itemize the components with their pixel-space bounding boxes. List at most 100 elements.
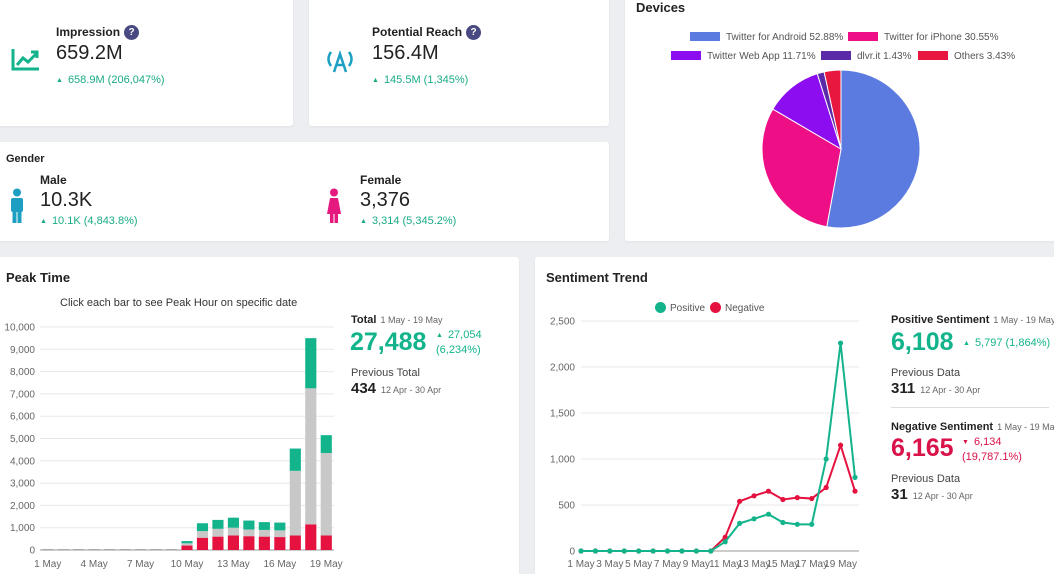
data-point[interactable] bbox=[708, 548, 714, 554]
total-change: 27,054 bbox=[447, 329, 482, 341]
data-point[interactable] bbox=[765, 511, 772, 517]
legend-swatch bbox=[821, 51, 851, 60]
data-point[interactable] bbox=[621, 548, 627, 554]
bar-segment[interactable] bbox=[196, 537, 209, 550]
data-point[interactable] bbox=[837, 442, 844, 448]
x-tick-label: 7 May bbox=[654, 559, 681, 570]
pie-slice[interactable] bbox=[761, 108, 842, 228]
previous-total-value: 434 bbox=[351, 380, 377, 397]
bar-segment[interactable] bbox=[258, 529, 270, 537]
legend-label: Twitter for iPhone 30.55% bbox=[884, 32, 999, 43]
help-icon[interactable]: ? bbox=[124, 25, 140, 40]
data-point[interactable] bbox=[578, 548, 584, 554]
devices-legend-item[interactable]: Twitter Web App 11.71% bbox=[671, 51, 816, 62]
bar-segment[interactable] bbox=[243, 520, 255, 530]
bar-segment[interactable] bbox=[181, 543, 193, 546]
bar-segment[interactable] bbox=[320, 535, 332, 550]
negative-sentiment-value: 6,165 bbox=[891, 434, 954, 462]
x-tick-label: 1 May bbox=[567, 559, 594, 570]
data-point[interactable] bbox=[592, 548, 599, 554]
data-point[interactable] bbox=[693, 548, 699, 554]
bar-segment[interactable] bbox=[320, 435, 332, 453]
bar-segment[interactable] bbox=[274, 522, 286, 531]
data-point[interactable] bbox=[794, 495, 800, 501]
data-point[interactable] bbox=[679, 548, 685, 554]
female-value: 3,376 bbox=[360, 189, 411, 211]
bar-segment[interactable] bbox=[212, 536, 224, 550]
devices-pie-chart[interactable] bbox=[760, 68, 922, 230]
legend-label: Others 3.43% bbox=[954, 51, 1016, 62]
legend-swatch bbox=[918, 51, 948, 60]
data-point[interactable] bbox=[852, 488, 858, 494]
data-point[interactable] bbox=[809, 521, 815, 527]
bar-segment[interactable] bbox=[181, 545, 193, 550]
up-arrow-icon: ▲ bbox=[372, 77, 379, 84]
data-point[interactable] bbox=[664, 548, 671, 554]
devices-legend-item[interactable]: Others 3.43% bbox=[918, 51, 1015, 62]
legend-negative[interactable]: Negative bbox=[710, 302, 764, 314]
data-point[interactable] bbox=[737, 498, 743, 504]
x-tick-label: 10 May bbox=[171, 559, 204, 570]
data-point[interactable] bbox=[722, 539, 728, 545]
x-tick-label: 1 May bbox=[34, 559, 61, 570]
data-point[interactable] bbox=[837, 340, 844, 346]
data-point[interactable] bbox=[751, 516, 757, 522]
y-tick-label: 3,000 bbox=[10, 479, 35, 490]
legend-positive[interactable]: Positive bbox=[655, 302, 705, 314]
bar-segment[interactable] bbox=[243, 536, 255, 550]
bar-segment[interactable] bbox=[196, 523, 209, 532]
data-point[interactable] bbox=[823, 484, 829, 491]
data-point[interactable] bbox=[780, 496, 786, 503]
x-tick-label: 9 May bbox=[683, 559, 710, 570]
data-point[interactable] bbox=[751, 493, 757, 499]
bar-segment[interactable] bbox=[289, 448, 301, 471]
bar-segment[interactable] bbox=[274, 530, 286, 538]
devices-legend-item[interactable]: dlvr.it 1.43% bbox=[821, 51, 911, 62]
data-point[interactable] bbox=[650, 548, 656, 554]
bar-segment[interactable] bbox=[212, 528, 224, 537]
bar-segment[interactable] bbox=[274, 537, 286, 550]
peak-time-title: Peak Time bbox=[6, 270, 71, 285]
data-point[interactable] bbox=[852, 474, 858, 480]
bar-segment[interactable] bbox=[289, 470, 301, 536]
pie-slice[interactable] bbox=[826, 69, 921, 229]
data-point[interactable] bbox=[737, 520, 743, 526]
sentiment-line-chart[interactable]: 0 500 1,000 1,500 2,000 2,500 1 May 3 May 5 May 7… bbox=[535, 315, 880, 574]
help-icon[interactable]: ? bbox=[466, 25, 482, 40]
reach-card: Potential Reach? 156.4M ▲ 145.5M (1,345%) bbox=[309, 0, 609, 126]
data-point[interactable] bbox=[823, 456, 829, 462]
bar-segment[interactable] bbox=[289, 535, 301, 550]
y-tick-label: 0 bbox=[29, 546, 35, 557]
gender-title: Gender bbox=[6, 153, 45, 165]
bar-segment[interactable] bbox=[243, 529, 255, 537]
bar-segment[interactable] bbox=[227, 535, 239, 550]
bar-segment[interactable] bbox=[258, 522, 270, 530]
devices-legend-item[interactable]: Twitter for Android 52.88% bbox=[690, 32, 843, 43]
bar-segment[interactable] bbox=[181, 541, 193, 544]
data-point[interactable] bbox=[636, 548, 642, 554]
data-point[interactable] bbox=[794, 521, 800, 527]
bar-segment[interactable] bbox=[305, 388, 317, 525]
bar-segment[interactable] bbox=[227, 527, 239, 536]
data-point[interactable] bbox=[765, 488, 772, 494]
peak-time-subtitle: Click each bar to see Peak Hour on speci… bbox=[60, 297, 298, 309]
bar-segment[interactable] bbox=[305, 524, 317, 550]
bar-segment[interactable] bbox=[196, 531, 209, 538]
bar-segment[interactable] bbox=[305, 338, 317, 389]
pie-slice[interactable] bbox=[823, 69, 842, 150]
devices-legend-item[interactable]: Twitter for iPhone 30.55% bbox=[848, 32, 999, 43]
bar-segment[interactable] bbox=[258, 536, 270, 550]
bar-segment[interactable] bbox=[320, 452, 332, 536]
x-tick-label: 15 May bbox=[766, 559, 799, 570]
bar-segment[interactable] bbox=[227, 517, 239, 528]
data-point[interactable] bbox=[809, 495, 815, 502]
peak-time-bar-chart[interactable]: 0 1,000 2,000 3,000 4,000 5,000 6,000 7,000 8,00… bbox=[0, 315, 344, 574]
negative-sentiment-label: Negative Sentiment bbox=[891, 421, 994, 433]
data-point[interactable] bbox=[607, 548, 613, 554]
bar-segment[interactable] bbox=[212, 519, 224, 529]
positive-previous-value: 311 bbox=[891, 380, 916, 397]
data-point[interactable] bbox=[722, 534, 728, 540]
up-arrow-icon: ▲ bbox=[360, 218, 367, 225]
x-tick-label: 19 May bbox=[824, 559, 857, 570]
data-point[interactable] bbox=[780, 519, 786, 526]
